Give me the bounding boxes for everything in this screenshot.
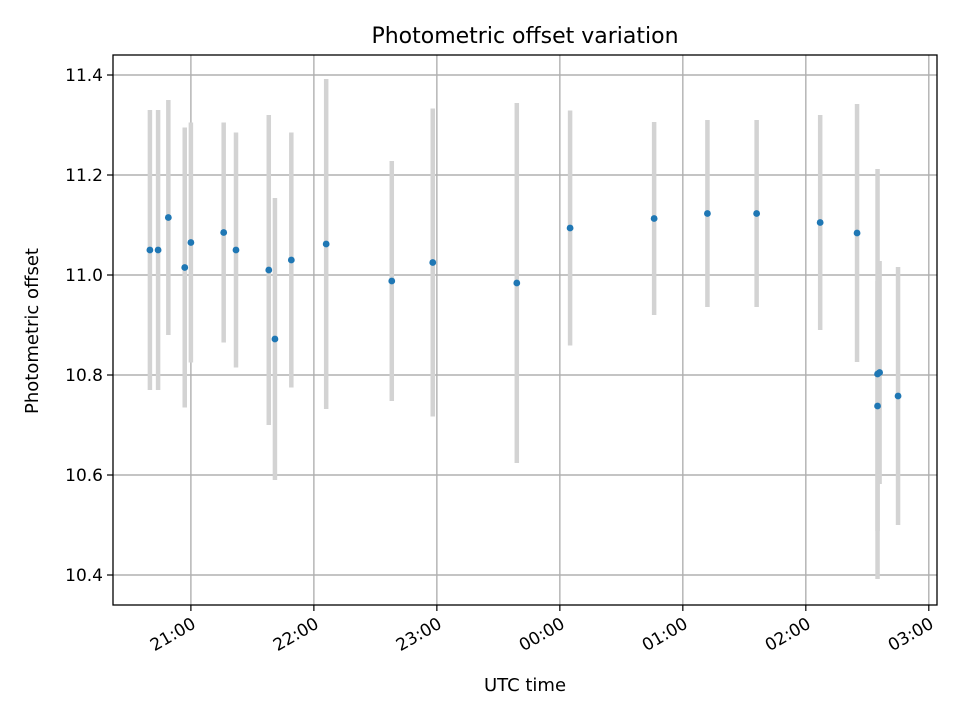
- data-point: [146, 246, 154, 254]
- data-point: [271, 335, 279, 343]
- data-point: [388, 277, 396, 285]
- y-tick-label: 10.6: [65, 466, 103, 486]
- data-point: [876, 369, 884, 376]
- data-point: [232, 246, 240, 254]
- data-point: [164, 214, 172, 221]
- y-tick-label: 10.4: [65, 566, 103, 586]
- plot-frame: [112, 54, 938, 606]
- data-point: [187, 239, 195, 246]
- y-tick-label: 11.0: [65, 266, 103, 286]
- data-point: [650, 215, 658, 222]
- data-point: [704, 210, 711, 217]
- data-point: [265, 266, 273, 274]
- data-point: [894, 392, 902, 400]
- data-point: [429, 259, 437, 266]
- data-point: [753, 210, 761, 217]
- x-axis-label: UTC time: [484, 675, 566, 696]
- data-point: [154, 246, 162, 254]
- y-axis: 10.4 10.6 10.8 11.0 11.2 11.4: [65, 66, 113, 586]
- y-tick-label: 10.8: [65, 366, 103, 386]
- data-point: [220, 229, 228, 236]
- data-point: [853, 229, 861, 237]
- data-point: [566, 224, 574, 232]
- data-point: [874, 402, 881, 410]
- y-tick-label: 11.2: [65, 166, 103, 186]
- y-axis-label: Photometric offset: [22, 248, 43, 414]
- data-point: [181, 264, 189, 271]
- data-point: [816, 219, 824, 226]
- y-tick-label: 11.4: [65, 66, 103, 86]
- data-point: [322, 240, 330, 248]
- data-point: [287, 256, 295, 264]
- grid: [113, 55, 937, 605]
- data-point: [513, 279, 521, 287]
- chart-title: Photometric offset variation: [371, 24, 678, 49]
- data-points: [146, 210, 902, 410]
